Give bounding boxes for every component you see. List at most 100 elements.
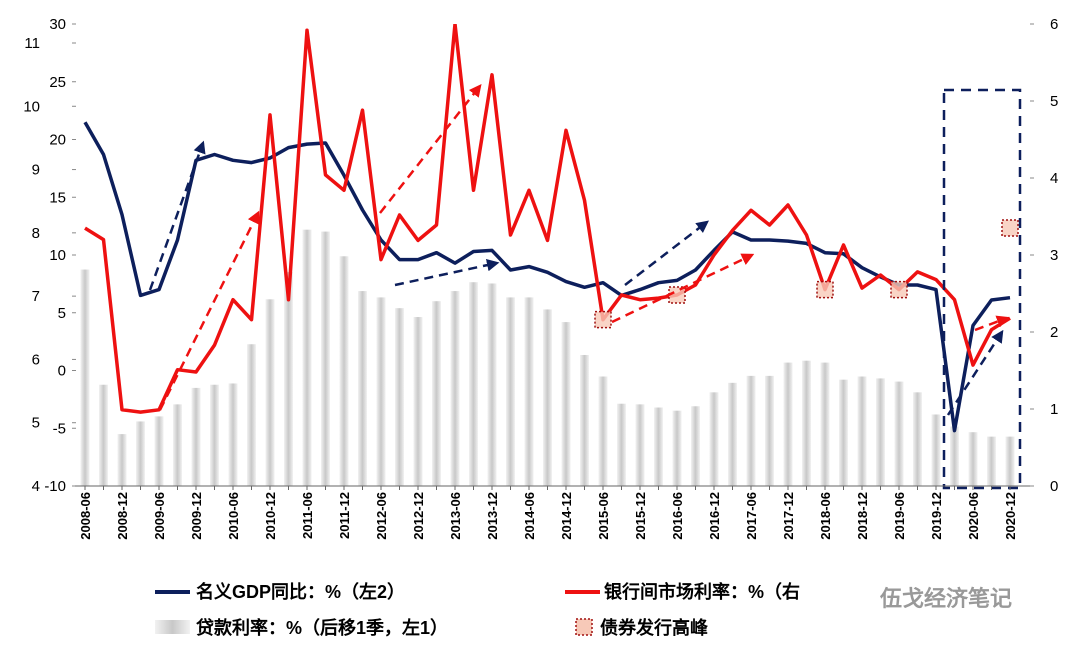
y-tick-label: 20 [49,132,66,149]
bar [469,282,478,486]
y-tick-label: 4 [32,478,40,495]
bond-peak-marker [594,310,612,329]
bar [950,426,959,486]
arrow [148,140,206,291]
bar [876,378,885,486]
bar [358,291,367,486]
bar [136,421,145,486]
bar [598,376,608,486]
bar [820,362,830,486]
bar [302,229,312,486]
x-tick-label: 2018-06 [818,492,833,540]
y-tick-label: 4 [1050,170,1058,187]
y-tick-label: 11 [24,35,40,52]
bar [894,381,904,486]
y-tick-label: 5 [1050,93,1058,110]
y-tick-label: 8 [32,225,40,242]
bar [728,382,737,486]
y-tick-label: 2 [1050,324,1058,341]
x-tick-label: 2017-12 [781,492,796,540]
x-tick-label: 2015-12 [633,492,648,540]
x-tick-label: 2013-06 [448,492,463,540]
bar [857,376,867,486]
bar [450,291,460,486]
x-tick-label: 2019-12 [929,492,944,540]
legend-label: 银行间市场利率：%（右 [604,581,800,602]
bond-peak-marker [1001,219,1019,237]
bar [487,283,497,486]
bar [173,404,182,486]
bar [413,317,423,486]
bar [765,375,774,486]
bar [931,414,941,486]
x-tick-label: 2016-12 [707,492,722,540]
bar [543,309,552,486]
y-tick-label: 9 [32,162,40,179]
bar [395,308,404,486]
bar [709,392,719,486]
arrow [379,84,482,214]
arrow [158,210,260,411]
y-tick-label: -5 [53,420,66,437]
bar [339,256,349,486]
x-tick-label: 2012-12 [411,492,426,540]
bar [839,379,848,486]
annotations [148,84,1022,490]
bar [580,354,589,486]
bar [284,272,293,486]
y-tick-label: -10 [44,478,66,495]
bar [376,297,386,486]
legend-label: 贷款利率：%（后移1季，左1） [196,617,448,638]
x-tick-label: 2019-06 [892,492,907,540]
bar [321,231,330,486]
x-tick-label: 2016-06 [670,492,685,540]
y-tick-label: 30 [49,16,66,33]
bond-peak-marker [890,280,908,299]
x-tick-label: 2011-06 [300,492,315,539]
bar [635,404,645,486]
bar [561,322,571,486]
y-tick-label: 0 [1050,478,1058,495]
bond-peak-marker [816,280,834,299]
bar [617,403,626,486]
bar [654,407,663,486]
arrow [611,253,755,324]
bar [99,384,108,486]
legend-swatch [155,620,190,634]
x-tick-label: 2020-06 [966,492,981,540]
y-tick-label: 0 [58,363,66,380]
legend-swatch [575,618,593,636]
y-tick-label: 5 [58,305,66,322]
x-tick-label: 2014-12 [559,492,574,540]
legend: 名义GDP同比：%（左2） 银行间市场利率：%（右 贷款利率：%（后移1季，左1… [155,581,800,638]
bar [228,383,238,486]
watermark: 伍戈经济笔记 [879,586,1012,611]
line [83,121,1011,433]
arrow [624,220,709,286]
y-tick-label: 25 [49,74,66,91]
bar [1005,436,1015,486]
bar [210,384,219,486]
x-tick-label: 2009-12 [189,492,204,540]
line [84,24,1011,414]
y-tick-label: 6 [32,351,40,368]
x-tick-label: 2010-06 [226,492,241,540]
bar [672,410,682,486]
bar [783,362,793,486]
bar [247,344,256,486]
x-tick-label: 2020-12 [1003,492,1018,540]
plot-area [80,24,1019,486]
y-tick-label: 7 [32,288,40,305]
y-tick-label: 10 [49,247,66,264]
series-group [80,24,1015,486]
arrow [974,315,1010,332]
x-tick-label: 2015-06 [596,492,611,540]
legend-label: 债券发行高峰 [600,617,709,638]
bar [968,432,978,486]
y-tick-label: 6 [1050,16,1058,33]
arrow [946,329,1004,416]
x-tick-label: 2014-06 [522,492,537,540]
x-tick-label: 2012-06 [374,492,389,540]
bar [432,301,441,486]
y-tick-label: 3 [1050,247,1058,264]
